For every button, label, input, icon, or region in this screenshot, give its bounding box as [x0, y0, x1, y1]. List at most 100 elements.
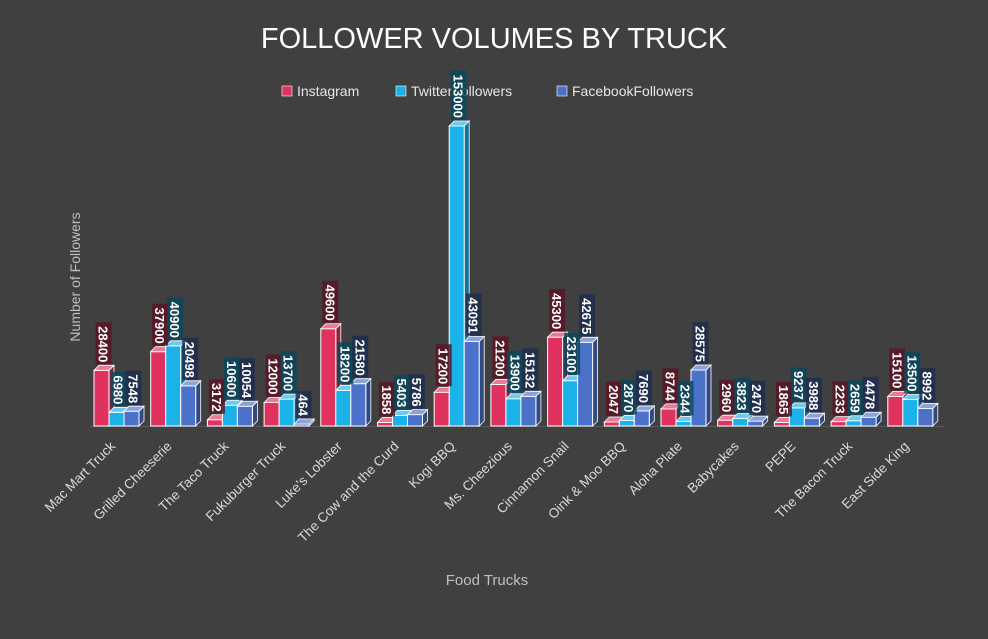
y-axis-title: Number of Followers	[67, 212, 83, 341]
svg-text:2344: 2344	[678, 384, 693, 414]
data-label-instagram-pepe: 1865	[775, 381, 792, 417]
data-label-twitterfollowers-ms-cheezious: 13900	[507, 350, 524, 393]
svg-text:8992: 8992	[919, 371, 934, 400]
svg-text:49600: 49600	[322, 285, 337, 321]
data-label-facebookfollowers-the-taco-truck: 10054	[238, 358, 255, 401]
svg-text:23100: 23100	[564, 337, 579, 373]
bar-group-cinnamon-snail	[546, 331, 599, 427]
data-label-twitterfollowers-the-cow-and-the-curd: 5403	[394, 375, 410, 410]
data-label-twitterfollowers-the-taco-truck: 10600	[223, 357, 240, 400]
svg-text:13700: 13700	[281, 355, 296, 391]
bar-group-pepe	[773, 401, 826, 427]
data-label-facebookfollowers-pepe: 3988	[805, 377, 822, 413]
data-label-instagram-luke-s-lobster: 49600	[322, 280, 339, 323]
svg-text:153000: 153000	[451, 75, 466, 118]
data-label-twitterfollowers-mac-mart-truck: 6980	[110, 371, 127, 407]
bar-group-the-bacon-truck	[830, 411, 883, 427]
svg-text:18200: 18200	[337, 346, 352, 382]
svg-text:3172: 3172	[209, 383, 224, 412]
data-label-twitterfollowers-the-bacon-truck: 2659	[847, 380, 864, 415]
bar-group-babycakes	[716, 412, 769, 427]
data-label-instagram-east-side-king: 15100	[889, 348, 906, 391]
bar-group-the-cow-and-the-curd	[376, 408, 429, 427]
data-label-facebookfollowers-fukuburger-truck: 464	[295, 391, 312, 418]
svg-text:8744: 8744	[663, 372, 678, 402]
x-tick-label: The Cow and the Curd	[295, 439, 402, 546]
svg-text:7548: 7548	[126, 374, 141, 403]
svg-text:2470: 2470	[749, 384, 764, 413]
svg-text:10054: 10054	[239, 362, 254, 399]
data-label-twitterfollowers-luke-s-lobster: 18200	[337, 342, 354, 385]
data-label-twitterfollowers-pepe: 9237	[790, 367, 807, 402]
x-tick-label: Kogi BBQ	[406, 439, 459, 492]
bar-facebookfollowers-fukuburger-truck	[293, 418, 316, 427]
data-label-instagram-kogi-bbq: 17200	[435, 344, 452, 387]
bar-facebookfollowers-luke-s-lobster	[349, 377, 372, 427]
svg-text:5786: 5786	[409, 378, 424, 407]
data-label-facebookfollowers-kogi-bbq: 43091	[465, 293, 482, 336]
legend-swatch	[556, 85, 568, 97]
legend-item-facebookfollowers: FacebookFollowers	[556, 83, 693, 99]
svg-text:4478: 4478	[863, 380, 878, 409]
legend-label: Instagram	[297, 83, 359, 99]
data-label-facebookfollowers-oink-moo-bbq: 7690	[635, 370, 652, 405]
bar-group-the-taco-truck	[206, 399, 259, 427]
svg-text:12000: 12000	[266, 358, 281, 394]
svg-text:21200: 21200	[492, 340, 507, 376]
data-label-twitterfollowers-kogi-bbq: 153000	[450, 70, 467, 120]
data-label-twitterfollowers-fukuburger-truck: 13700	[280, 351, 297, 394]
bar-group-kogi-bbq	[433, 120, 486, 427]
data-label-instagram-aloha-plate: 8744	[662, 368, 679, 403]
data-label-instagram-grilled-cheeserie: 37900	[152, 303, 169, 346]
data-label-facebookfollowers-grilled-cheeserie: 20498	[182, 337, 199, 380]
data-label-facebookfollowers-cinnamon-snail: 42675	[579, 294, 596, 337]
legend-item-instagram: Instagram	[281, 83, 359, 99]
bar-facebookfollowers-mac-mart-truck	[123, 405, 145, 427]
x-tick-label: PEPE	[762, 439, 798, 475]
svg-text:37900: 37900	[152, 308, 167, 344]
svg-text:13900: 13900	[507, 355, 522, 391]
data-label-instagram-oink-moo-bbq: 2047	[605, 381, 622, 416]
svg-text:5403: 5403	[394, 378, 409, 407]
svg-text:43091: 43091	[466, 297, 481, 333]
svg-text:2659: 2659	[848, 384, 863, 413]
data-label-twitterfollowers-east-side-king: 13500	[904, 351, 921, 394]
svg-text:10600: 10600	[224, 361, 239, 397]
data-label-facebookfollowers-mac-mart-truck: 7548	[125, 370, 142, 406]
svg-text:13500: 13500	[904, 355, 919, 391]
bar-group-aloha-plate	[660, 364, 712, 427]
bar-group-luke-s-lobster	[319, 322, 372, 427]
data-label-instagram-the-cow-and-the-curd: 1858	[379, 381, 395, 417]
x-tick-label: Babycakes	[685, 438, 742, 495]
svg-text:2047: 2047	[606, 385, 621, 414]
bar-facebookfollowers-the-taco-truck	[236, 400, 259, 427]
svg-text:45300: 45300	[549, 293, 564, 329]
svg-text:2233: 2233	[833, 385, 848, 414]
x-tick-label: Aloha Plate	[626, 439, 685, 498]
data-label-twitterfollowers-cinnamon-snail: 23100	[564, 332, 581, 375]
legend-label: FacebookFollowers	[572, 83, 693, 99]
bar-facebookfollowers-pepe	[803, 412, 826, 427]
svg-text:3823: 3823	[734, 382, 749, 411]
svg-text:40900: 40900	[167, 302, 182, 338]
svg-text:2960: 2960	[719, 383, 734, 412]
bar-group-oink-moo-bbq	[603, 404, 656, 427]
legend-swatch	[395, 85, 407, 97]
svg-text:7690: 7690	[636, 374, 651, 403]
data-label-twitterfollowers-babycakes: 3823	[734, 378, 751, 413]
svg-text:15132: 15132	[522, 352, 537, 388]
bar-facebookfollowers-grilled-cheeserie	[179, 379, 202, 427]
bar-facebookfollowers-kogi-bbq	[463, 335, 486, 427]
bar-facebookfollowers-ms-cheezious	[519, 390, 542, 427]
chart-legend: InstagramTwitterFollowersFacebookFollowe…	[281, 83, 693, 99]
legend-swatch	[281, 85, 293, 97]
data-label-facebookfollowers-luke-s-lobster: 21580	[352, 335, 369, 378]
bar-facebookfollowers-babycakes	[746, 415, 769, 427]
data-label-twitterfollowers-oink-moo-bbq: 2870	[620, 379, 637, 415]
data-label-instagram-babycakes: 2960	[719, 379, 736, 415]
svg-text:464: 464	[296, 394, 311, 416]
data-label-instagram-the-taco-truck: 3172	[208, 379, 225, 414]
